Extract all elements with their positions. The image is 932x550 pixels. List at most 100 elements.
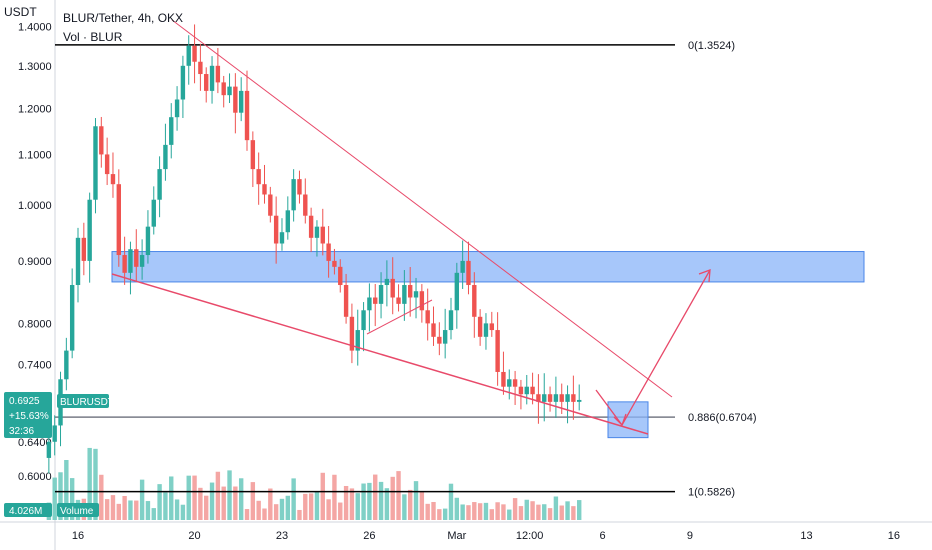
- candle[interactable]: [407, 285, 413, 298]
- candle[interactable]: [291, 179, 296, 211]
- candle[interactable]: [64, 350, 69, 380]
- candle[interactable]: [221, 82, 226, 96]
- candle[interactable]: [174, 99, 180, 118]
- candle[interactable]: [75, 237, 81, 286]
- candle[interactable]: [81, 237, 87, 261]
- volume-indicator-label[interactable]: Vol · BLUR: [63, 30, 123, 44]
- candle[interactable]: [448, 310, 454, 331]
- price-tag-price: 0.6925: [9, 396, 40, 407]
- candle[interactable]: [460, 260, 465, 273]
- candle[interactable]: [244, 90, 250, 141]
- candle[interactable]: [198, 61, 203, 75]
- candle[interactable]: [378, 285, 384, 304]
- candle[interactable]: [297, 179, 302, 195]
- candle[interactable]: [402, 285, 407, 304]
- candle[interactable]: [442, 330, 448, 344]
- candle[interactable]: [536, 394, 541, 402]
- candle[interactable]: [163, 144, 168, 170]
- candle[interactable]: [134, 249, 139, 267]
- candle[interactable]: [128, 249, 133, 273]
- candle[interactable]: [472, 285, 477, 317]
- candle[interactable]: [157, 169, 162, 200]
- candle[interactable]: [512, 379, 518, 387]
- candle[interactable]: [186, 45, 191, 66]
- candle[interactable]: [489, 323, 494, 331]
- candle[interactable]: [279, 232, 285, 244]
- candle[interactable]: [373, 297, 378, 304]
- candle[interactable]: [332, 260, 337, 267]
- trend-lines: [111, 19, 711, 435]
- candle[interactable]: [571, 394, 576, 402]
- candle[interactable]: [215, 65, 221, 83]
- candle[interactable]: [530, 386, 535, 395]
- candle[interactable]: [303, 194, 308, 216]
- candle[interactable]: [413, 291, 419, 298]
- candle[interactable]: [565, 394, 570, 402]
- candle[interactable]: [308, 215, 314, 238]
- candle[interactable]: [466, 260, 471, 286]
- candle[interactable]: [69, 285, 75, 351]
- candle[interactable]: [52, 425, 57, 442]
- candle[interactable]: [268, 194, 273, 216]
- candle[interactable]: [577, 399, 582, 402]
- candle[interactable]: [93, 126, 98, 200]
- candle[interactable]: [501, 371, 506, 387]
- candle[interactable]: [99, 126, 104, 155]
- volume-bar: [104, 499, 110, 520]
- candle[interactable]: [349, 316, 355, 351]
- candle[interactable]: [192, 45, 197, 62]
- candle[interactable]: [437, 336, 442, 344]
- candle[interactable]: [227, 86, 232, 96]
- candle[interactable]: [46, 441, 52, 458]
- candle[interactable]: [180, 65, 186, 100]
- candle[interactable]: [524, 386, 529, 395]
- candle[interactable]: [238, 90, 244, 113]
- candle[interactable]: [116, 184, 121, 256]
- candle[interactable]: [384, 278, 390, 286]
- candles[interactable]: [46, 24, 582, 474]
- candle[interactable]: [355, 330, 360, 351]
- candle[interactable]: [396, 297, 401, 304]
- candle[interactable]: [250, 140, 256, 170]
- candle[interactable]: [425, 310, 430, 324]
- candle[interactable]: [256, 169, 261, 185]
- candle[interactable]: [559, 394, 564, 402]
- candle[interactable]: [518, 386, 524, 395]
- candle[interactable]: [495, 330, 500, 372]
- x-tick-label: 20: [188, 530, 200, 542]
- candle[interactable]: [151, 199, 156, 227]
- candle[interactable]: [110, 174, 116, 185]
- candle[interactable]: [390, 278, 395, 298]
- candle[interactable]: [454, 272, 460, 311]
- candle[interactable]: [104, 154, 110, 175]
- candle[interactable]: [361, 310, 366, 331]
- candle[interactable]: [204, 74, 209, 91]
- candle[interactable]: [419, 291, 425, 311]
- candle[interactable]: [338, 266, 343, 286]
- candle[interactable]: [367, 297, 372, 311]
- candle[interactable]: [262, 184, 267, 195]
- volume-bar: [332, 474, 337, 520]
- candle[interactable]: [542, 394, 547, 402]
- candle[interactable]: [139, 255, 145, 267]
- candle[interactable]: [320, 226, 325, 244]
- candle[interactable]: [285, 210, 291, 233]
- candle[interactable]: [122, 255, 127, 273]
- candle[interactable]: [477, 316, 483, 337]
- candle[interactable]: [145, 226, 151, 256]
- candle[interactable]: [87, 199, 92, 261]
- candle[interactable]: [343, 285, 349, 317]
- candle[interactable]: [314, 226, 320, 238]
- candle[interactable]: [169, 117, 174, 145]
- candle[interactable]: [431, 323, 436, 337]
- candle[interactable]: [209, 65, 215, 91]
- chart-title[interactable]: BLUR/Tether, 4h, OKX: [63, 11, 183, 25]
- candle[interactable]: [233, 86, 238, 113]
- candle[interactable]: [273, 215, 279, 244]
- candle[interactable]: [547, 394, 553, 402]
- candle[interactable]: [483, 323, 489, 337]
- candle[interactable]: [507, 379, 512, 387]
- candle[interactable]: [326, 243, 331, 261]
- candle[interactable]: [553, 394, 559, 402]
